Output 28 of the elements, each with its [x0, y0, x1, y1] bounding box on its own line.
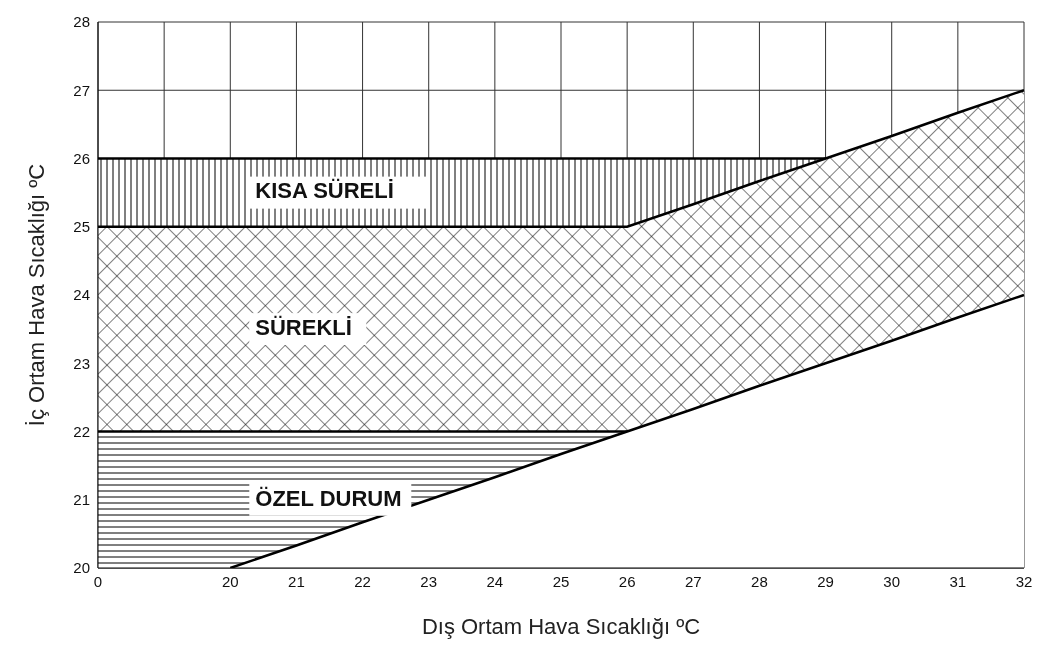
x-tick-label: 21 — [288, 572, 305, 590]
x-tick-label: 29 — [817, 572, 834, 590]
y-tick-label: 21 — [73, 491, 90, 509]
series-label: KISA SÜRELİ — [255, 178, 394, 204]
x-tick-label: 32 — [1015, 572, 1033, 590]
y-tick-label: 22 — [73, 422, 90, 440]
y-tick-label: 27 — [73, 81, 90, 99]
series-label: ÖZEL DURUM — [255, 485, 402, 511]
x-tick-label: 27 — [684, 572, 702, 590]
y-tick-label: 28 — [73, 13, 90, 31]
x-axis-title: Dış Ortam Hava Sıcaklığı ºC — [421, 614, 701, 639]
series-label: SÜREKLİ — [255, 314, 352, 340]
y-tick-label: 23 — [73, 354, 90, 372]
x-tick-label: 26 — [618, 572, 636, 590]
x-tick-label: 25 — [552, 572, 570, 590]
y-tick-label: 24 — [73, 286, 90, 304]
x-tick-label: 23 — [420, 572, 438, 590]
x-tick-label: 0 — [93, 572, 103, 590]
x-tick-label: 24 — [486, 572, 504, 590]
y-tick-label: 25 — [73, 218, 90, 236]
y-tick-label: 26 — [73, 149, 90, 167]
x-tick-label: 30 — [883, 572, 901, 590]
y-axis-title: İç Ortam Hava Sıcaklığı ºC — [23, 163, 49, 427]
x-tick-label: 28 — [751, 572, 768, 590]
y-tick-label: 20 — [73, 559, 90, 577]
x-tick-label: 22 — [354, 572, 371, 590]
x-tick-label: 20 — [221, 572, 239, 590]
x-tick-label: 31 — [949, 572, 967, 590]
